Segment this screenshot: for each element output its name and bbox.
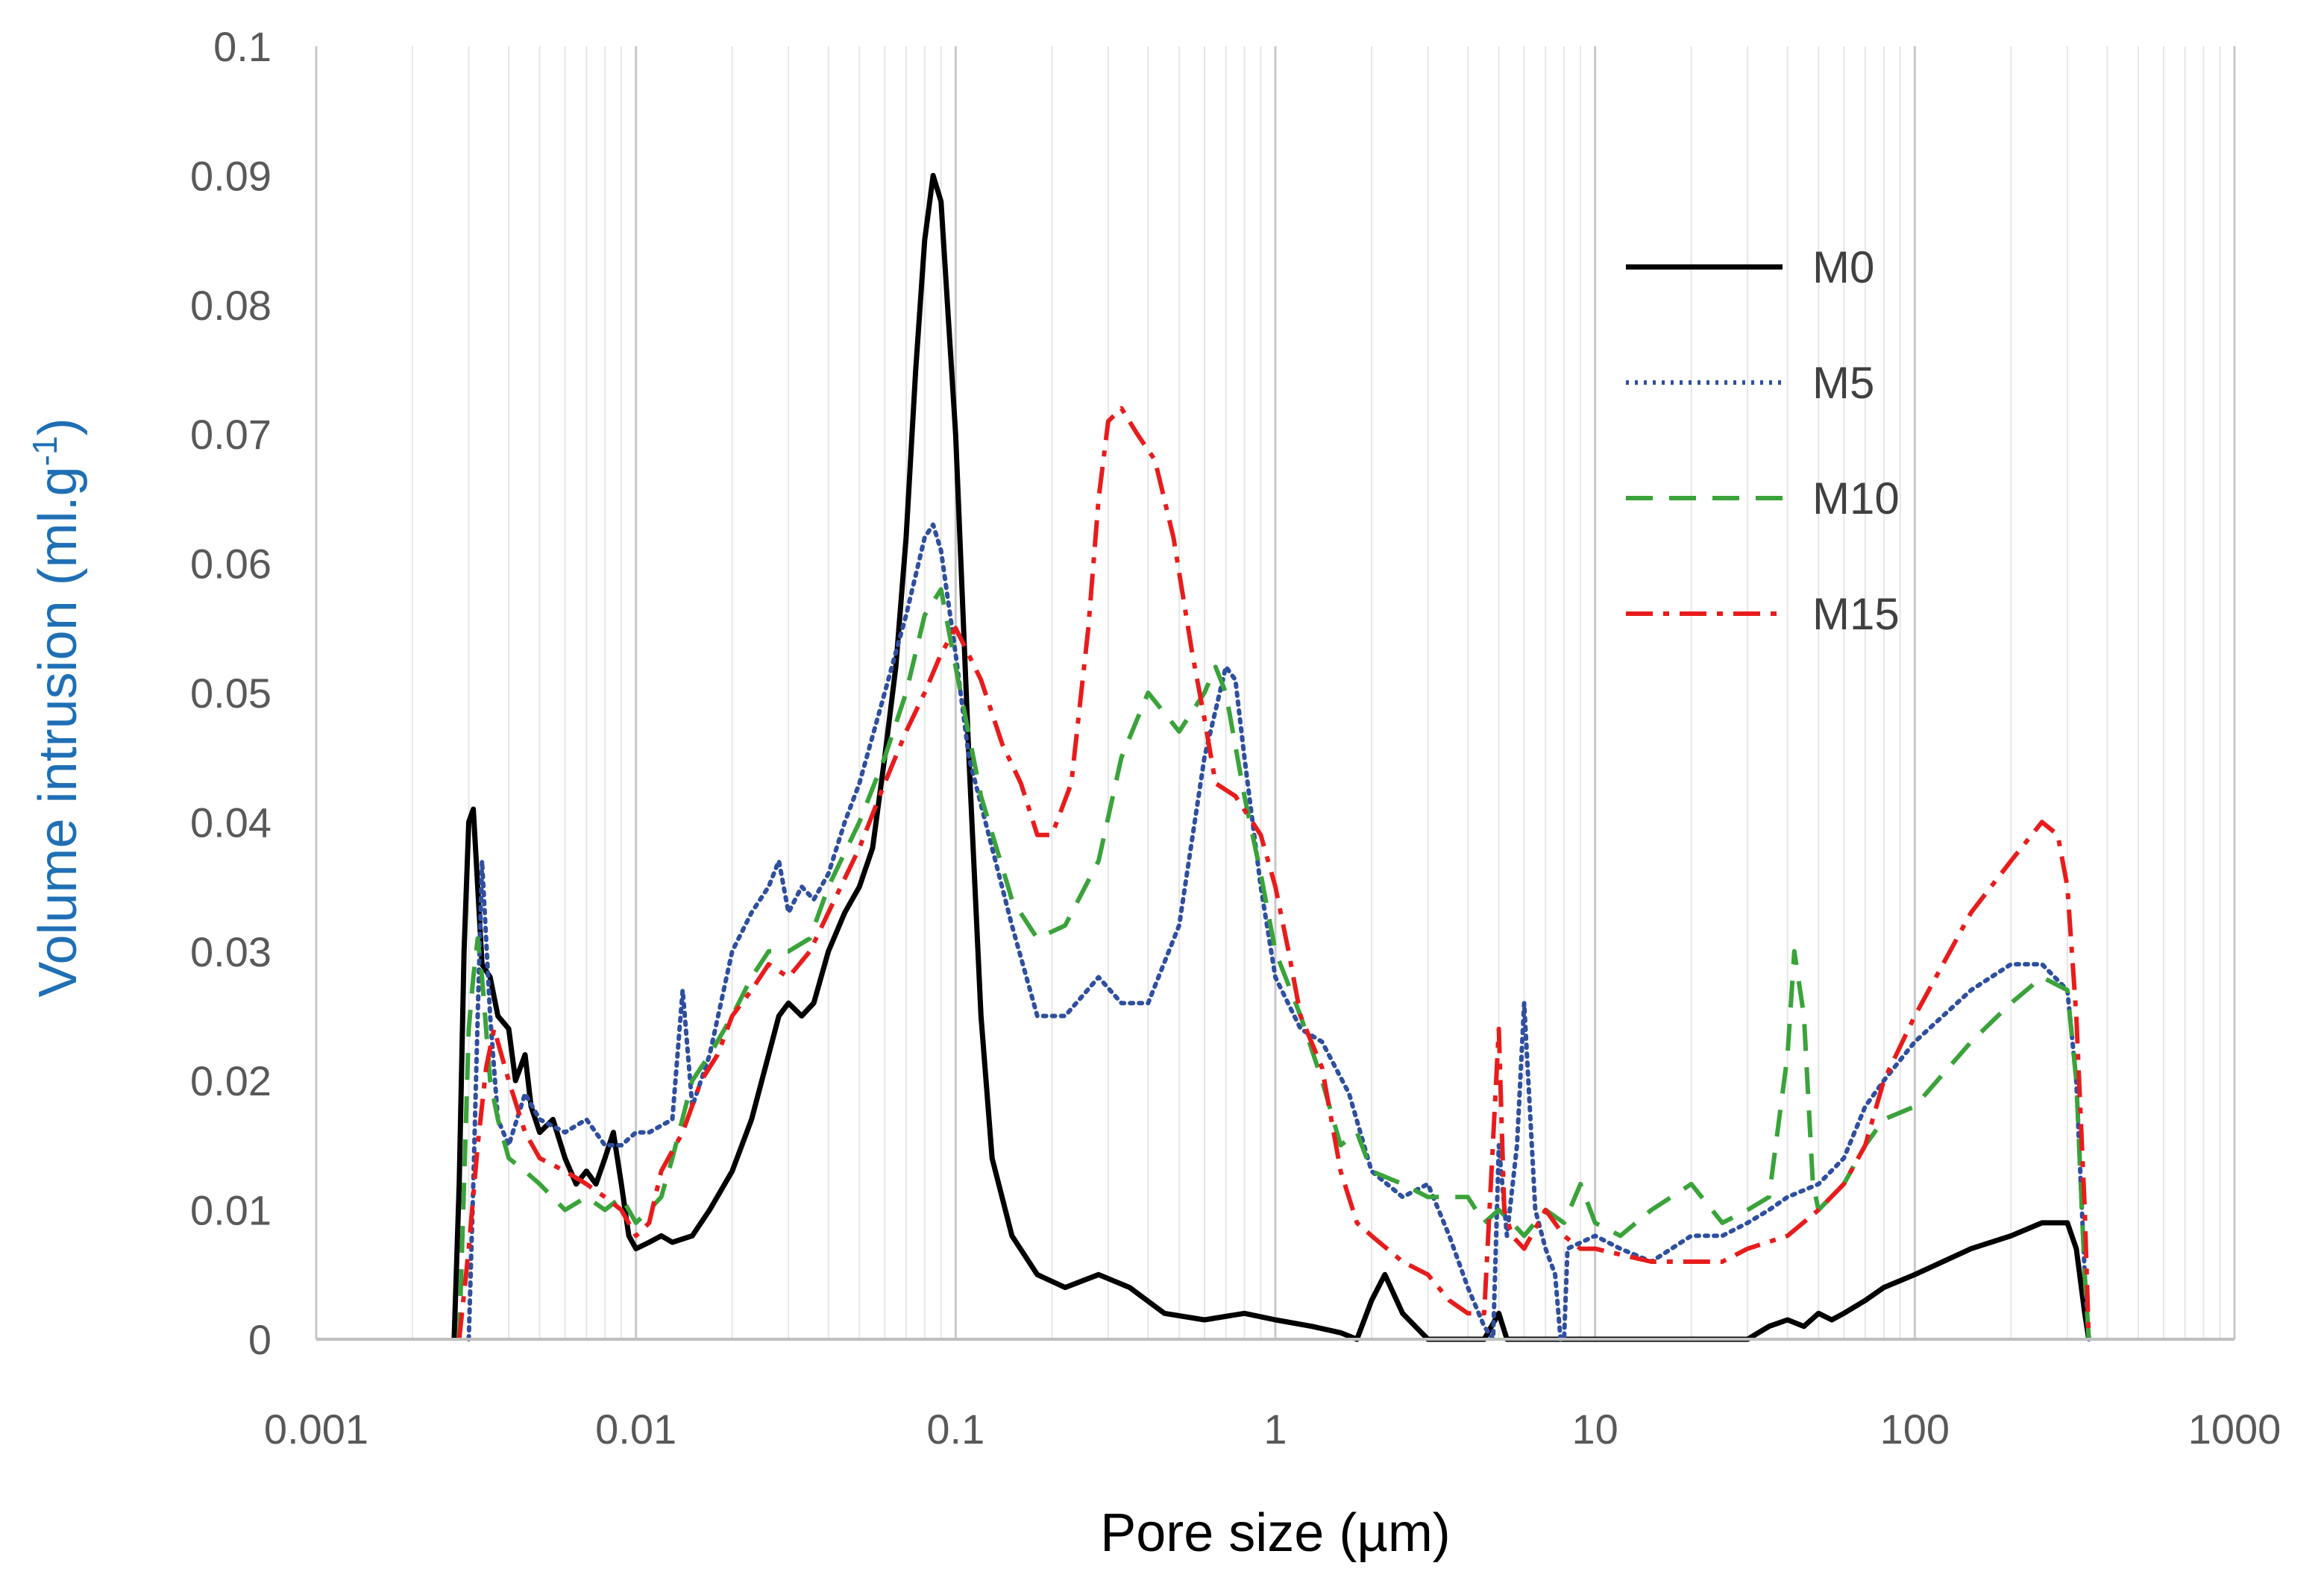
y-tick-label: 0.04 [190, 799, 271, 846]
y-tick-label: 0.01 [190, 1187, 271, 1234]
y-tick-label: 0.03 [190, 928, 271, 975]
x-tick-label: 100 [1880, 1406, 1950, 1453]
legend-label-m15: M15 [1812, 589, 1900, 639]
x-tick-label: 10 [1572, 1406, 1618, 1453]
x-tick-label: 0.1 [926, 1406, 984, 1453]
legend-label-m10: M10 [1812, 474, 1900, 523]
x-axis-title: Pore size (µm) [1100, 1503, 1451, 1563]
y-tick-label: 0.07 [190, 411, 271, 458]
series-line-m15 [456, 406, 2091, 1340]
y-tick-label: 0.09 [190, 152, 271, 199]
legend-label-m0: M0 [1812, 242, 1874, 292]
x-tick-labels: 0.001 0.01 0.1 1 10 100 1000 [264, 1406, 2281, 1453]
x-tick-label: 1 [1263, 1406, 1287, 1453]
legend: M0 M5 M10 M15 [1626, 242, 1900, 639]
y-axis-title-superscript: -1 [25, 435, 64, 466]
y-axis-title-tail: ) [28, 418, 88, 435]
y-tick-label: 0 [248, 1316, 271, 1363]
y-tick-label: 0.1 [213, 23, 271, 70]
gridlines [315, 46, 2236, 1339]
legend-label-m5: M5 [1812, 358, 1874, 408]
y-tick-label: 0.08 [190, 282, 271, 329]
y-axis-title-main: Volume intrusion (ml.g [28, 466, 88, 997]
series-line-m5 [466, 522, 2091, 1341]
x-tick-label: 0.001 [264, 1406, 368, 1453]
y-tick-label: 0.06 [190, 541, 271, 588]
x-tick-label: 1000 [2188, 1406, 2281, 1453]
y-tick-label: 0.05 [190, 670, 271, 717]
y-axis-title: Volume intrusion (ml.g-1) [25, 418, 88, 997]
x-tick-label: 0.01 [595, 1406, 676, 1453]
y-tick-labels: 0 0.01 0.02 0.03 0.04 0.05 0.06 0.07 0.08 0.09 0.1 [190, 23, 271, 1363]
series-line-m0 [451, 172, 2092, 1342]
series-line-m10 [456, 587, 2091, 1340]
y-tick-label: 0.02 [190, 1057, 271, 1104]
series-lines [451, 172, 2092, 1342]
